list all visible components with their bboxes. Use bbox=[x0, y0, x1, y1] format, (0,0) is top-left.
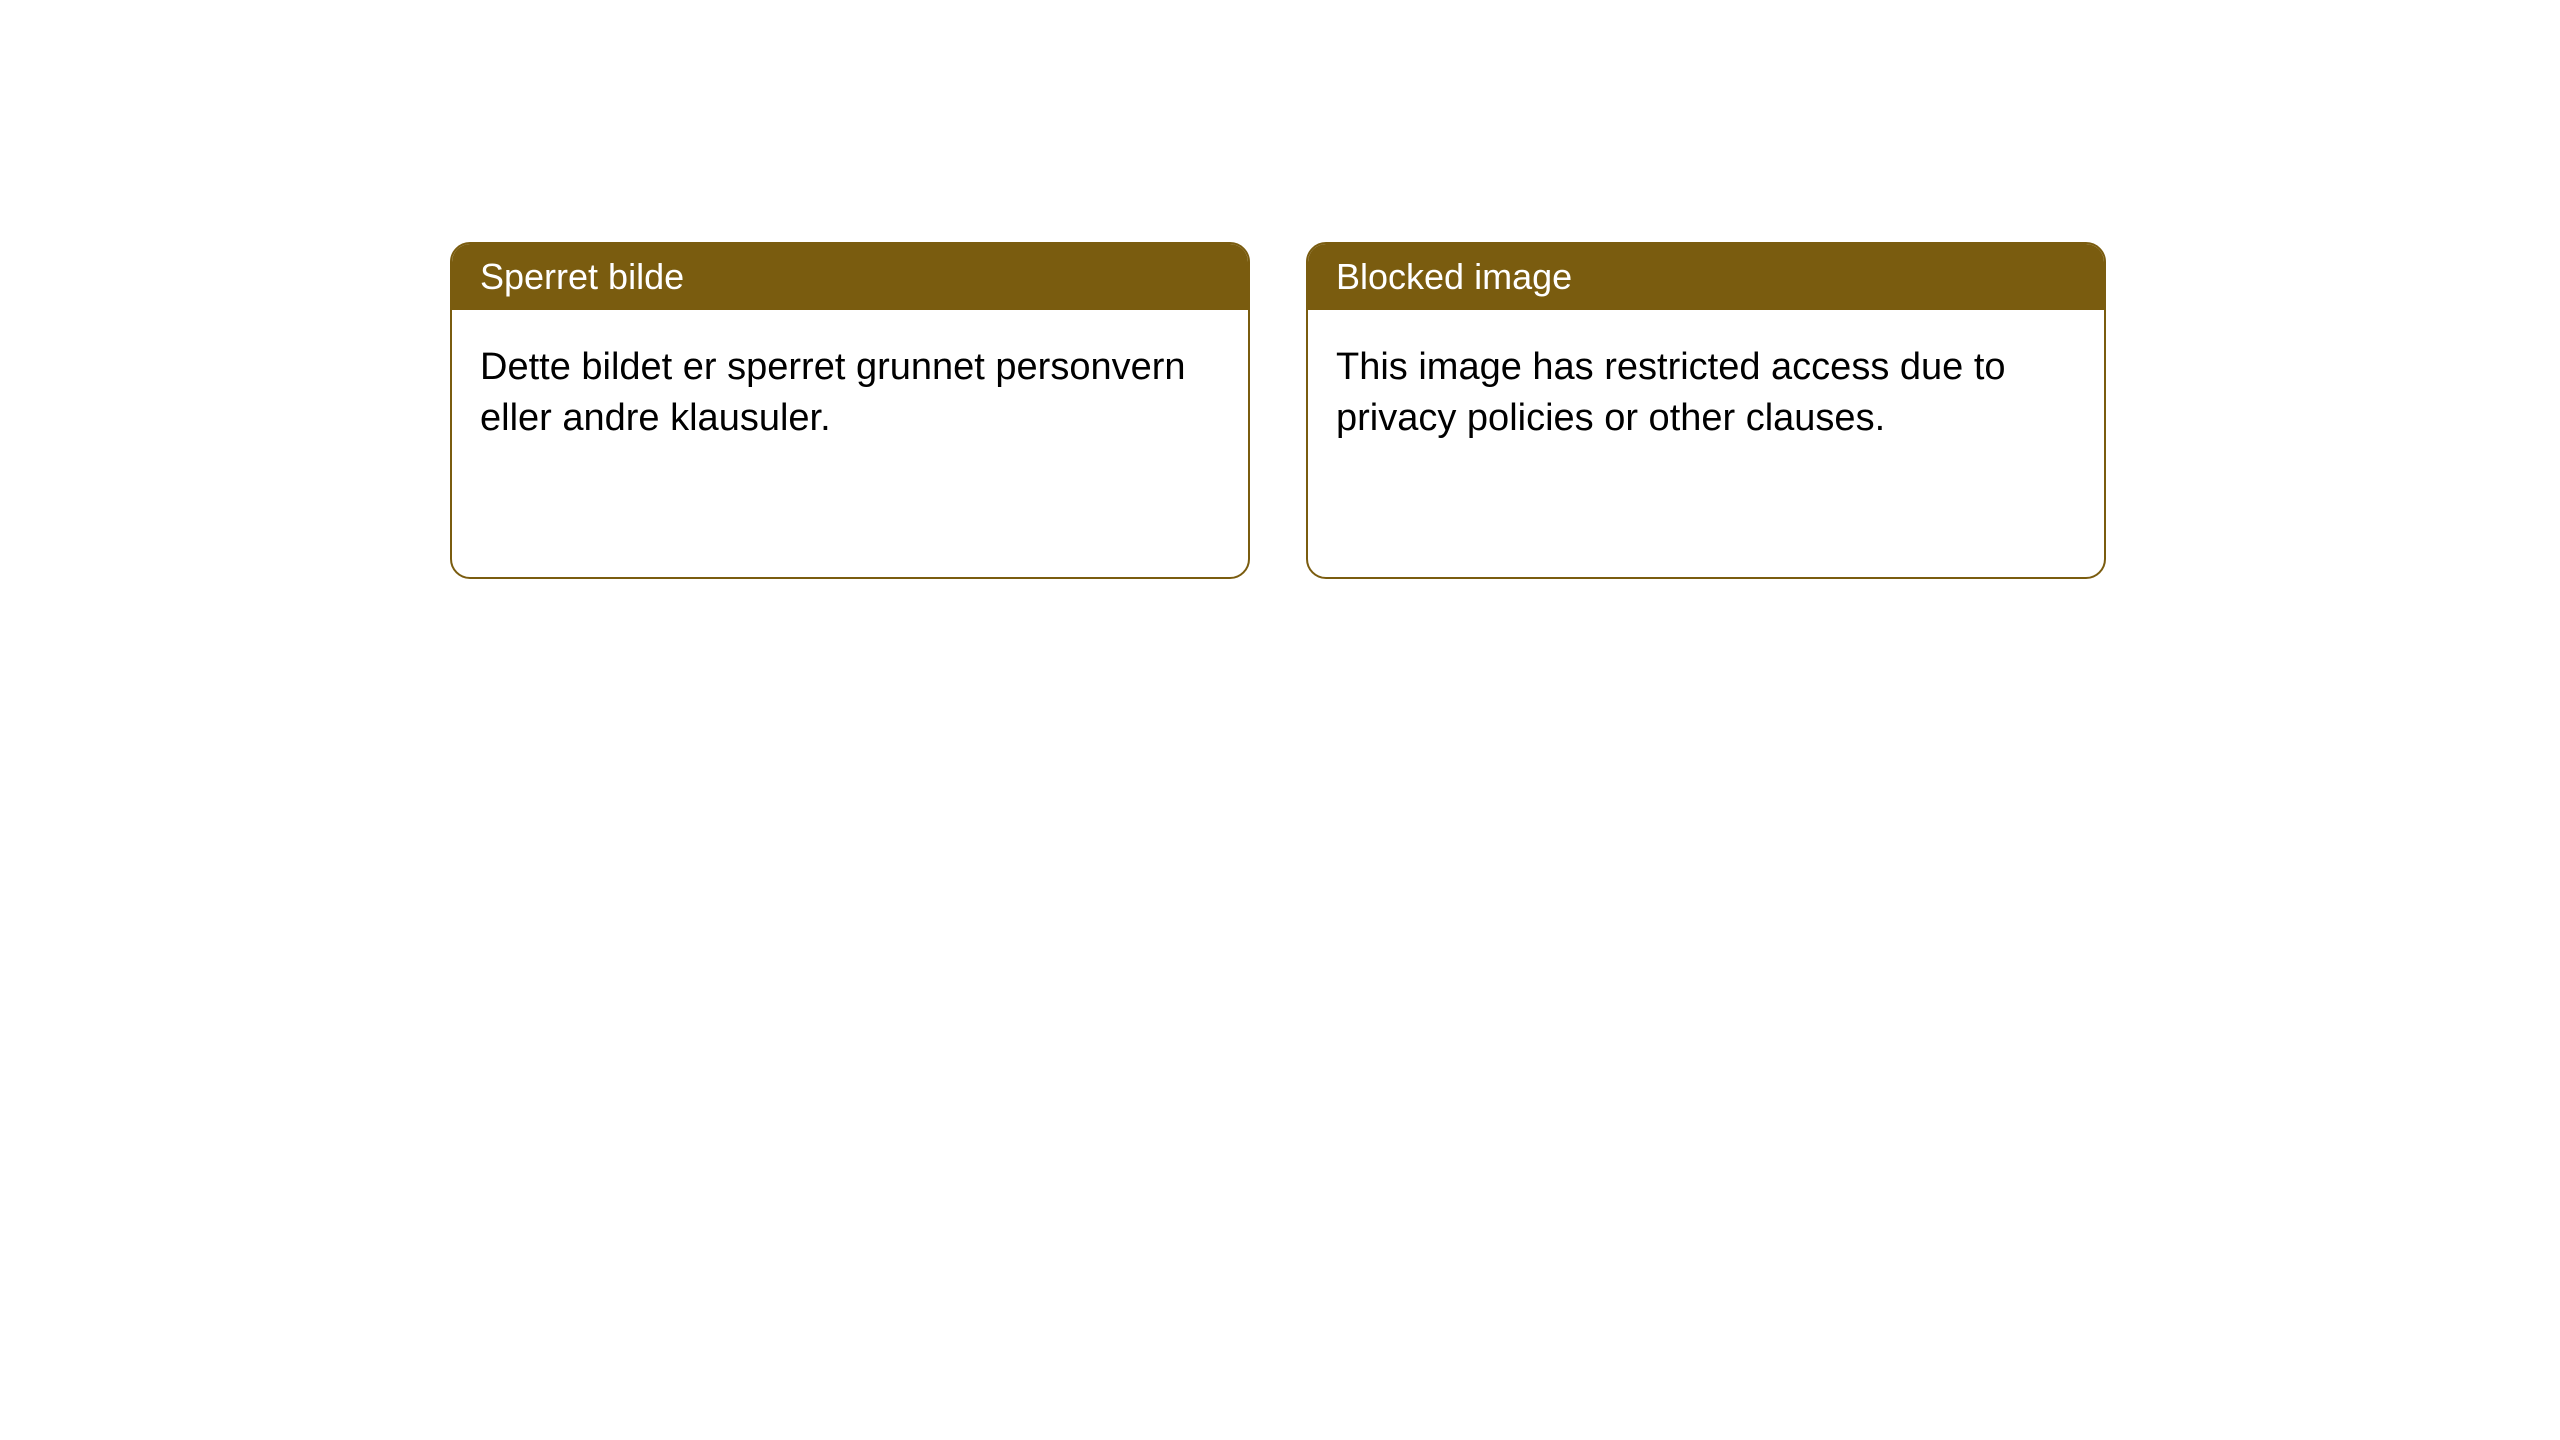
card-body: This image has restricted access due to … bbox=[1308, 310, 2104, 477]
card-header: Sperret bilde bbox=[452, 244, 1248, 310]
card-header: Blocked image bbox=[1308, 244, 2104, 310]
notice-card-norwegian: Sperret bilde Dette bildet er sperret gr… bbox=[450, 242, 1250, 579]
notice-container: Sperret bilde Dette bildet er sperret gr… bbox=[0, 0, 2560, 579]
notice-card-english: Blocked image This image has restricted … bbox=[1306, 242, 2106, 579]
card-body: Dette bildet er sperret grunnet personve… bbox=[452, 310, 1248, 477]
